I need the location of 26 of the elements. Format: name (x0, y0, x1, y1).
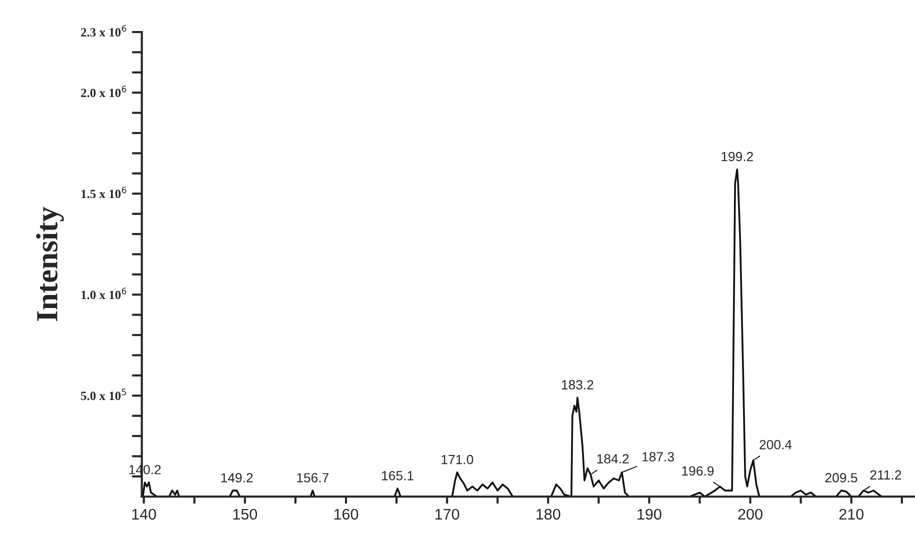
y-tick-label: 1.5 x 10$^{6}$ (81, 186, 126, 198)
annotation: 187.3 (642, 452, 674, 462)
annotation: 211.2 (870, 470, 902, 480)
x-tick-label: 140 (132, 508, 156, 520)
x-tick-label: 200 (738, 508, 762, 520)
x-tick-label: 180 (536, 508, 560, 520)
y-axis-title: Intensity (36, 206, 64, 322)
annotation: 156.7 (297, 473, 328, 482)
annotation: 209.5 (825, 473, 858, 482)
x-tick-label: 210 (839, 508, 864, 520)
y-tick-label: 1.0 x 10$^{6}$ (81, 288, 126, 300)
x-tick-label: 150 (233, 508, 258, 520)
annotation: 200.4 (760, 440, 792, 450)
annotation: 171.0 (442, 454, 474, 464)
y-tick-label: 2.3 x 10$^{6}$ (81, 25, 126, 37)
annotation: 199.2 (722, 152, 753, 162)
x-tick-label: 190 (638, 508, 662, 520)
annotation: 184.2 (597, 454, 629, 464)
y-tick-label: 2.0 x 10$^{6}$ (81, 86, 126, 98)
annotation: 196.9 (682, 466, 714, 476)
annotation: 149.2 (221, 473, 253, 482)
x-tick-label: 160 (334, 508, 358, 520)
annotation: 165.1 (382, 471, 414, 480)
annotation: 183.2 (562, 380, 594, 390)
x-tick-label: 170 (435, 508, 460, 520)
y-tick-label: 5.0 x 10$^{5}$ (80, 388, 126, 400)
